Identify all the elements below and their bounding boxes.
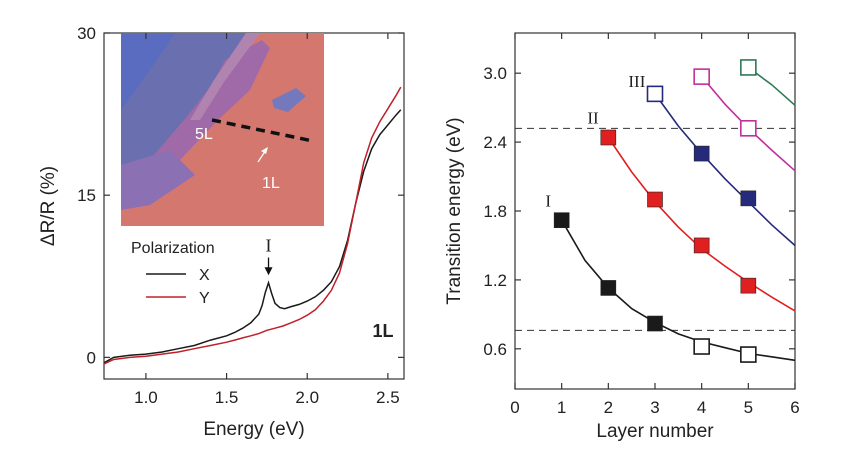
reference-lines: [515, 127, 795, 331]
legend-x-label: X: [199, 267, 210, 284]
series-label-ii: II: [587, 109, 599, 128]
x-tick-label: 2.5: [376, 388, 400, 407]
filled-point-ii: [600, 129, 617, 146]
right-axis-ticks: 0 1 2 3 4 5 6 0.6 1.2 1.8 2.4 3.0: [483, 33, 800, 417]
series-label-i: I: [545, 191, 551, 210]
peak-label-i: I: [266, 236, 272, 256]
open-point-i: [693, 338, 710, 355]
y-tick-label: 30: [77, 24, 96, 43]
right-x-axis-title: Layer number: [596, 421, 714, 442]
x-tick-label: 6: [790, 398, 799, 417]
legend-title: Polarization: [131, 240, 215, 257]
fit-curve-iii: [654, 93, 796, 247]
filled-point-ii: [647, 191, 663, 208]
filled-point-i: [600, 280, 617, 296]
data-points: [553, 59, 757, 363]
micrograph-inset: [121, 33, 324, 226]
inset-arrow-head: [261, 147, 268, 154]
y-tick-label: 2.4: [483, 133, 507, 152]
x-tick-label: 2: [604, 398, 613, 417]
fit-curve-ii: [607, 137, 796, 312]
filled-point-i: [647, 315, 663, 332]
x-tick-label: 1.5: [215, 388, 239, 407]
layer-label-1l: 1L: [373, 321, 394, 341]
series-label-iii: III: [628, 72, 645, 91]
left-x-axis-title: Energy (eV): [203, 419, 304, 440]
filled-point-ii: [740, 277, 757, 294]
filled-point-ii: [693, 237, 710, 254]
y-tick-label: 15: [77, 186, 96, 205]
y-tick-label: 3.0: [483, 64, 507, 83]
y-tick-label: 0: [87, 348, 96, 367]
inset-label-1l: 1L: [262, 175, 280, 192]
inset-dashed-line: [211, 118, 314, 143]
open-point-iv: [693, 68, 710, 85]
left-axis-ticks: 1.0 1.5 2.0 2.5 0 15 30: [77, 24, 404, 407]
filled-point-iii: [740, 190, 757, 207]
x-tick-label: 2.0: [295, 388, 319, 407]
y-tick-label: 1.2: [483, 271, 507, 290]
open-point-iii: [646, 85, 664, 103]
x-tick-label: 3: [650, 398, 659, 417]
filled-point-iii: [693, 145, 710, 162]
x-tick-label: 1.0: [134, 388, 158, 407]
left-y-axis-title: ΔR/R (%): [38, 166, 59, 246]
y-tick-label: 0.6: [483, 340, 507, 359]
x-tick-label: 0: [510, 398, 519, 417]
inset-label-5l: 5L: [195, 126, 213, 143]
series-y-line: [103, 86, 402, 365]
peak-arrow-head: [264, 267, 273, 276]
legend: Polarization X Y: [131, 240, 215, 307]
open-point-iv: [740, 120, 757, 137]
filled-point-i: [553, 212, 570, 228]
open-point-v: [740, 59, 757, 76]
right-y-axis-title: Transition energy (eV): [444, 117, 465, 304]
left-panel: 1.0 1.5 2.0 2.5 0 15 30 Energy (eV) ΔR/R (%) P…: [38, 24, 405, 440]
x-tick-label: 4: [697, 398, 706, 417]
x-tick-label: 5: [744, 398, 753, 417]
y-tick-label: 1.8: [483, 202, 507, 221]
legend-y-label: Y: [199, 290, 210, 307]
open-point-i: [740, 346, 757, 363]
x-tick-label: 1: [557, 398, 566, 417]
